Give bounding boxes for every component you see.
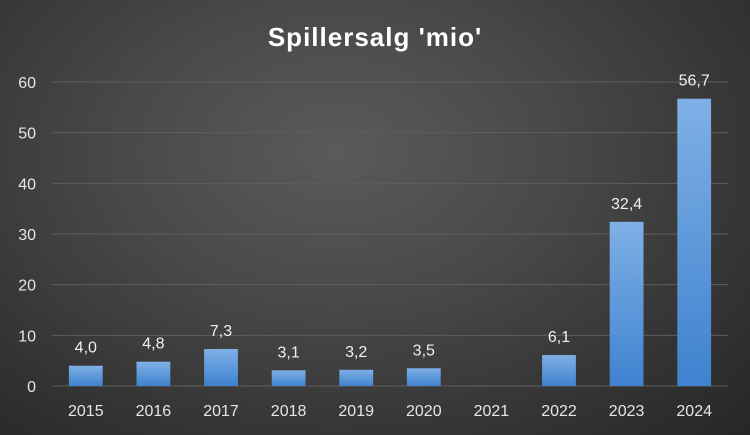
bar-2015 (68, 365, 103, 386)
bars (68, 98, 712, 386)
y-tick-label: 30 (18, 227, 36, 244)
bar-2016 (136, 361, 171, 386)
x-axis-ticks: 2015 2016 2017 2018 2019 2020 2021 2022 2023 2024 (68, 403, 712, 420)
chart-title: Spillersalg 'mio' (267, 22, 483, 52)
bar-2022 (542, 355, 576, 386)
x-tick-label: 2022 (541, 403, 577, 420)
y-tick-label: 0 (27, 379, 36, 396)
x-tick-label: 2024 (676, 403, 712, 420)
bar-2017 (204, 349, 238, 386)
y-tick-label: 60 (18, 75, 36, 92)
x-tick-label: 2020 (406, 403, 442, 420)
y-tick-label: 10 (18, 328, 36, 345)
data-label-2016: 4,8 (142, 336, 164, 353)
x-tick-label: 2021 (474, 403, 510, 420)
y-axis-ticks: 0 10 20 30 40 50 60 (18, 75, 36, 396)
data-label-2023: 32,4 (611, 196, 642, 213)
data-label-2018: 3,1 (277, 344, 299, 361)
y-tick-label: 20 (18, 278, 36, 295)
x-tick-label: 2023 (609, 403, 645, 420)
bar-2020 (406, 368, 441, 386)
data-label-2022: 6,1 (548, 329, 570, 346)
data-labels: 4,0 4,8 7,3 3,1 3,2 3,5 6,1 32,4 56,7 (75, 73, 710, 362)
x-tick-label: 2016 (136, 403, 172, 420)
x-tick-label: 2015 (68, 403, 104, 420)
bar-2019 (339, 369, 374, 386)
data-label-2020: 3,5 (413, 342, 435, 359)
x-tick-label: 2017 (203, 403, 239, 420)
bar-2018 (271, 370, 306, 386)
bar-2024 (677, 98, 712, 386)
data-label-2017: 7,3 (210, 323, 232, 340)
y-tick-label: 40 (18, 176, 36, 193)
data-label-2024: 56,7 (679, 73, 710, 90)
data-label-2019: 3,2 (345, 344, 367, 361)
data-label-2015: 4,0 (75, 340, 97, 357)
bar-2023 (609, 221, 644, 386)
y-tick-label: 50 (18, 126, 36, 143)
x-tick-label: 2019 (338, 403, 374, 420)
x-tick-label: 2018 (271, 403, 307, 420)
